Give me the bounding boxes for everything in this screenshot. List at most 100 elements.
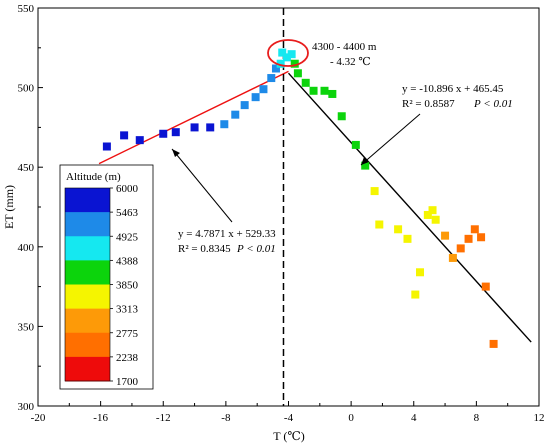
legend-level-label: 2775 [116,328,139,340]
data-point [206,123,215,132]
fit-left-p: P < 0.01 [236,243,276,255]
legend-level-label: 3850 [116,280,139,292]
legend-swatch [65,356,110,382]
data-point [423,210,432,219]
fit-right-r2: R² = 0.8587 [402,98,455,110]
data-point [135,136,144,145]
legend-labels: 6000 5463 4925 4388 3850 3313 2775 2238 1700 [110,183,139,388]
legend-level-label: 2238 [116,352,139,364]
data-point [361,161,370,170]
data-point [171,128,180,137]
data-point [220,120,229,129]
fit-right-arrow [360,113,421,166]
x-tick-label: 12 [534,412,545,424]
legend-level-label: 5463 [116,207,139,219]
legend-swatch [65,188,110,213]
legend-level-label: 1700 [116,376,139,388]
data-point [448,253,457,262]
fit-right-p: P < 0.01 [473,98,513,110]
data-point [293,69,302,78]
data-point [403,234,412,243]
data-point [431,215,440,224]
data-point [102,142,111,151]
regression-lines [98,70,532,343]
y-tick-label: 400 [18,242,35,254]
data-points [102,48,498,348]
data-point [411,290,420,299]
x-tick-label: 0 [348,412,354,424]
legend-swatch [65,332,110,358]
x-tick-label: -16 [93,412,108,424]
data-point [375,220,384,229]
y-tick-label: 450 [18,162,35,174]
peak-temp-label: - 4.32 ℃ [330,56,371,68]
legend-swatch [65,260,110,285]
peak-range-label: 4300 - 4400 m [312,41,377,53]
data-point [328,89,337,98]
data-point [309,86,318,95]
data-point [416,268,425,277]
data-point [320,86,329,95]
legend-swatch [65,236,110,261]
data-point [464,234,473,243]
data-point [428,206,437,215]
data-point [394,225,403,234]
x-tick-label: 8 [474,412,480,424]
legend-swatch [65,212,110,237]
x-tick-label: 4 [411,412,417,424]
data-point [159,129,168,138]
data-point [120,131,129,140]
legend-level-label: 4388 [116,255,139,267]
y-tick-label: 350 [18,321,35,333]
y-axis-label: ET (mm) [2,185,16,229]
legend-swatches [64,187,111,382]
data-point [351,140,360,149]
fit-left-arrow [171,148,233,223]
data-point [287,50,296,59]
fit-left-arrowhead [172,149,180,157]
altitude-legend: Altitude (m) 6000 5463 4925 4388 3850 3313 277… [59,164,154,390]
axis-ticks: -20 -16 -12 -8 -4 0 4 8 12 300 350 400 450 500 550 [18,3,545,424]
data-point [456,244,465,253]
legend-level-label: 3313 [116,304,139,316]
data-point [267,74,276,83]
y-tick-label: 500 [18,83,35,95]
regression-line [98,70,289,165]
x-tick-label: -12 [156,412,171,424]
data-point [259,85,268,94]
fit-right-arrowhead [361,157,369,165]
data-point [301,78,310,87]
fit-left-equation: y = 4.7871 x + 529.33 [178,228,276,240]
data-point [470,225,479,234]
fit-left-r2: R² = 0.8345 [178,243,231,255]
data-point [276,59,285,68]
x-axis-label: T (℃) [273,429,305,443]
peak-highlight-ellipse [267,39,309,67]
data-point [489,339,498,348]
legend-level-label: 4925 [116,231,139,243]
data-point [282,53,291,62]
data-point [271,64,280,73]
data-point [477,233,486,242]
data-point [251,93,260,102]
data-point [190,123,199,132]
regression-line [287,72,532,343]
data-point [337,112,346,121]
data-point [290,59,299,68]
x-tick-label: -4 [284,412,294,424]
data-point [441,231,450,240]
y-tick-label: 550 [18,3,35,15]
legend-title: Altitude (m) [66,171,121,183]
fit-right-equation: y = -10.896 x + 465.45 [402,83,504,95]
data-point [370,187,379,196]
data-point [481,282,490,291]
data-point [278,48,287,57]
x-tick-label: -8 [221,412,231,424]
legend-swatch [65,308,110,334]
x-tick-label: -20 [31,412,46,424]
legend-level-label: 6000 [116,183,139,195]
y-tick-label: 300 [18,401,35,413]
data-point [240,101,249,110]
data-point [231,110,240,119]
